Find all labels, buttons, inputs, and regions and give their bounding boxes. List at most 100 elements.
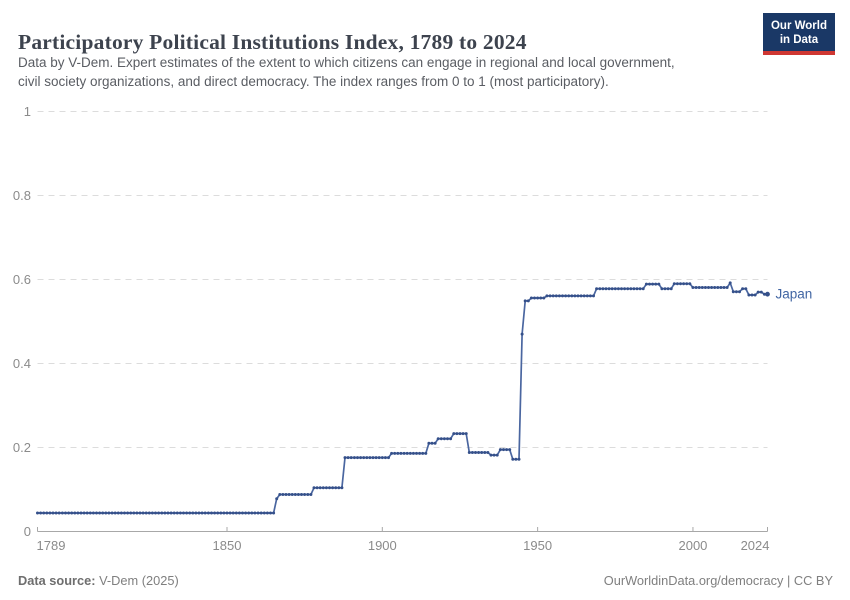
data-point[interactable] [517,457,521,461]
data-point[interactable] [641,287,645,291]
data-point[interactable] [759,290,763,294]
data-point[interactable] [126,511,130,515]
data-point[interactable] [113,511,117,515]
data-point[interactable] [135,511,139,515]
data-point[interactable] [197,511,201,515]
data-point[interactable] [682,282,686,286]
data-point[interactable] [321,486,325,490]
data-point[interactable] [144,511,148,515]
data-point[interactable] [60,511,64,515]
data-point[interactable] [244,511,248,515]
data-point[interactable] [561,294,564,298]
data-point[interactable] [685,282,689,286]
data-point[interactable] [303,493,307,496]
data-point[interactable] [169,511,173,515]
data-point[interactable] [390,451,394,455]
data-point[interactable] [536,296,540,300]
data-point[interactable] [694,286,698,289]
data-point[interactable] [396,451,400,455]
data-point[interactable] [526,299,530,303]
data-point[interactable] [203,511,207,515]
data-point[interactable] [576,294,580,298]
data-point[interactable] [700,286,704,289]
data-point[interactable] [554,294,558,298]
data-point[interactable] [247,511,251,515]
data-point[interactable] [747,293,751,297]
data-point[interactable] [713,286,717,289]
data-point[interactable] [486,451,490,454]
data-point[interactable] [508,448,512,452]
data-point[interactable] [495,453,499,457]
data-point[interactable] [123,511,126,515]
data-point[interactable] [312,486,316,490]
data-point[interactable] [716,286,720,289]
data-point[interactable] [132,511,136,515]
data-point[interactable] [110,511,114,515]
data-point[interactable] [455,432,459,436]
data-point[interactable] [474,451,477,454]
data-point[interactable] [632,287,636,291]
data-point[interactable] [728,281,732,285]
data-point[interactable] [418,451,422,455]
data-point[interactable] [287,493,291,496]
data-point[interactable] [225,511,229,515]
data-point[interactable] [464,432,468,436]
data-point[interactable] [51,511,55,515]
data-point[interactable] [623,287,627,291]
data-point[interactable] [442,437,446,441]
data-point[interactable] [734,290,738,294]
data-point[interactable] [82,511,86,515]
data-point[interactable] [178,511,182,515]
data-point[interactable] [601,287,605,291]
data-point[interactable] [573,294,577,298]
data-point[interactable] [635,287,639,291]
data-point[interactable] [557,294,561,298]
data-point[interactable] [70,511,74,515]
data-point[interactable] [293,493,297,496]
data-point[interactable] [95,511,98,515]
data-point[interactable] [368,456,372,460]
data-point[interactable] [502,448,505,452]
data-point[interactable] [719,286,723,289]
data-point[interactable] [101,511,105,515]
data-point[interactable] [200,511,204,515]
data-point[interactable] [219,511,223,515]
data-point[interactable] [331,486,335,490]
data-point[interactable] [467,451,471,454]
data-point[interactable] [387,456,390,460]
data-point[interactable] [427,441,431,445]
data-point[interactable] [657,282,661,286]
data-point[interactable] [129,511,133,515]
data-point[interactable] [607,287,611,291]
data-point[interactable] [688,282,692,286]
data-point[interactable] [669,287,673,291]
data-point[interactable] [104,511,108,515]
data-point[interactable] [206,511,210,515]
data-point[interactable] [654,282,658,286]
data-point[interactable] [725,286,729,289]
data-point[interactable] [548,294,552,298]
data-point[interactable] [300,493,303,496]
data-point[interactable] [349,456,353,460]
data-point[interactable] [306,493,310,496]
data-point[interactable] [172,511,176,515]
data-point[interactable] [470,451,474,454]
data-point[interactable] [73,511,77,515]
data-point[interactable] [309,493,313,496]
data-point[interactable] [446,437,449,441]
data-point[interactable] [489,453,493,457]
data-point[interactable] [116,511,120,515]
data-point[interactable] [119,511,123,515]
data-point[interactable] [45,511,49,515]
data-point[interactable] [138,511,142,515]
data-point[interactable] [436,437,440,441]
data-point[interactable] [402,451,406,455]
data-point[interactable] [42,511,46,515]
data-point[interactable] [582,294,586,298]
data-point[interactable] [328,486,331,490]
data-point[interactable] [157,511,161,515]
data-point[interactable] [150,511,154,515]
data-point[interactable] [265,511,269,515]
data-point[interactable] [433,441,437,445]
data-point[interactable] [567,294,571,298]
